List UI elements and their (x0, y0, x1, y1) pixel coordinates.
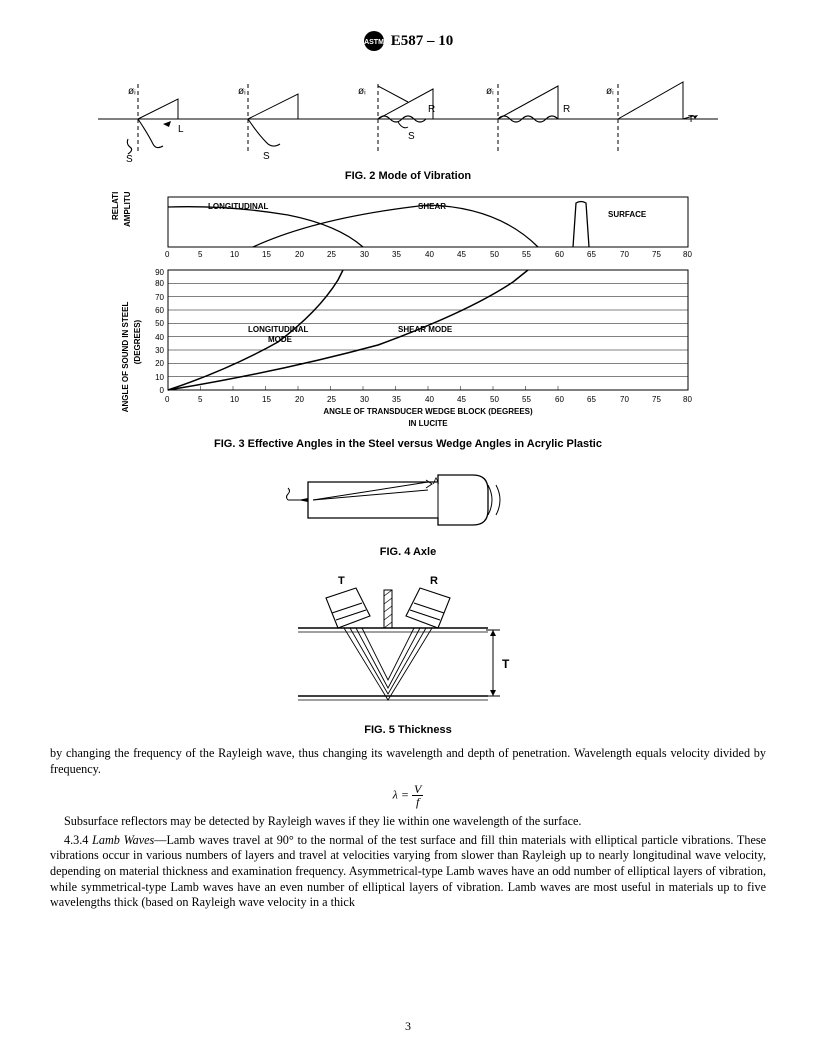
svg-text:55: 55 (522, 250, 531, 259)
svg-text:15: 15 (262, 250, 271, 259)
svg-text:80: 80 (155, 279, 164, 288)
svg-text:T: T (502, 657, 510, 671)
svg-text:60: 60 (155, 306, 164, 315)
svg-text:S: S (263, 151, 270, 162)
svg-text:20: 20 (295, 250, 304, 259)
fig2-diagram: øᵢ L S øᵢ S øᵢ R S øᵢ R øᵢ T (98, 64, 718, 164)
svg-text:S: S (126, 154, 133, 164)
section-body: —Lamb waves travel at 90° to the normal … (50, 833, 766, 909)
svg-text:øᵢ: øᵢ (238, 86, 246, 97)
svg-text:30: 30 (360, 395, 369, 404)
svg-text:20: 20 (155, 359, 164, 368)
svg-text:30: 30 (360, 250, 369, 259)
para-3: 4.3.4 Lamb Waves—Lamb waves travel at 90… (50, 833, 766, 911)
svg-text:75: 75 (652, 395, 661, 404)
svg-text:45: 45 (457, 395, 466, 404)
equation: λ = Vf (50, 783, 766, 808)
svg-text:R: R (563, 104, 570, 115)
svg-text:80: 80 (683, 395, 692, 404)
fig4-diagram: A (278, 460, 538, 540)
svg-text:R: R (430, 575, 438, 587)
svg-text:55: 55 (522, 395, 531, 404)
astm-logo-icon: ASTM (363, 30, 385, 52)
document-header: ASTM E587 – 10 (50, 30, 766, 52)
svg-text:LONGITUDINAL: LONGITUDINAL (248, 325, 309, 334)
svg-text:75: 75 (652, 250, 661, 259)
svg-text:L: L (178, 124, 184, 135)
svg-text:65: 65 (587, 395, 596, 404)
svg-text:SHEAR MODE: SHEAR MODE (398, 325, 453, 334)
svg-text:25: 25 (327, 395, 336, 404)
svg-text:60: 60 (555, 395, 564, 404)
svg-text:40: 40 (155, 333, 164, 342)
eq-equals: = (398, 787, 412, 801)
para-1: by changing the frequency of the Rayleig… (50, 746, 766, 777)
svg-text:MODE: MODE (268, 335, 293, 344)
svg-text:øᵢ: øᵢ (358, 86, 366, 97)
section-title: Lamb Waves (92, 833, 154, 847)
svg-text:0: 0 (165, 250, 170, 259)
body-text: by changing the frequency of the Rayleig… (50, 746, 766, 911)
eq-denominator: f (412, 796, 423, 808)
svg-text:øᵢ: øᵢ (606, 86, 614, 97)
svg-text:ASTM: ASTM (364, 39, 384, 46)
svg-text:10: 10 (230, 250, 239, 259)
svg-text:A: A (433, 476, 439, 486)
svg-text:øᵢ: øᵢ (128, 86, 136, 97)
svg-text:35: 35 (392, 250, 401, 259)
page-number: 3 (0, 1019, 816, 1034)
svg-text:30: 30 (155, 346, 164, 355)
svg-text:50: 50 (490, 395, 499, 404)
para-2: Subsurface reflectors may be detected by… (50, 814, 766, 830)
fig3-chart: LONGITUDINAL SHEAR SURFACE 0 5 10 15 20 25 30… (98, 192, 718, 432)
svg-text:T: T (688, 114, 694, 125)
svg-text:50: 50 (155, 319, 164, 328)
svg-text:SURFACE: SURFACE (608, 210, 647, 219)
svg-text:35: 35 (392, 395, 401, 404)
svg-text:70: 70 (620, 395, 629, 404)
svg-text:AMPLITUDE: AMPLITUDE (123, 192, 132, 227)
fig5-diagram: T R T (288, 568, 528, 718)
svg-text:40: 40 (425, 250, 434, 259)
svg-text:5: 5 (198, 395, 203, 404)
fig5-caption: FIG. 5 Thickness (50, 724, 766, 736)
svg-text:65: 65 (587, 250, 596, 259)
svg-text:IN LUCITE: IN LUCITE (408, 419, 448, 428)
svg-text:0: 0 (165, 395, 170, 404)
fig3-caption: FIG. 3 Effective Angles in the Steel ver… (50, 438, 766, 450)
svg-text:25: 25 (327, 250, 336, 259)
svg-text:90: 90 (155, 268, 164, 277)
fig2-caption: FIG. 2 Mode of Vibration (50, 170, 766, 182)
section-number: 4.3.4 (64, 833, 92, 847)
svg-text:70: 70 (620, 250, 629, 259)
svg-text:10: 10 (230, 395, 239, 404)
svg-text:45: 45 (457, 250, 466, 259)
svg-text:R: R (428, 104, 435, 115)
svg-text:(DEGREES): (DEGREES) (133, 319, 142, 364)
svg-text:øᵢ: øᵢ (486, 86, 494, 97)
svg-text:SHEAR: SHEAR (418, 202, 446, 211)
svg-text:0: 0 (160, 386, 165, 395)
svg-text:ANGLE OF SOUND IN STEEL: ANGLE OF SOUND IN STEEL (121, 302, 130, 413)
svg-text:T: T (338, 575, 345, 587)
svg-text:ANGLE OF TRANSDUCER WEDGE BLOC: ANGLE OF TRANSDUCER WEDGE BLOCK (DEGREES… (323, 407, 533, 416)
svg-text:70: 70 (155, 293, 164, 302)
fig4-caption: FIG. 4 Axle (50, 546, 766, 558)
svg-text:50: 50 (490, 250, 499, 259)
svg-text:60: 60 (555, 250, 564, 259)
svg-text:LONGITUDINAL: LONGITUDINAL (208, 202, 269, 211)
svg-text:S: S (408, 131, 415, 142)
svg-text:10: 10 (155, 373, 164, 382)
svg-text:RELATIVE: RELATIVE (111, 192, 120, 220)
svg-text:40: 40 (425, 395, 434, 404)
svg-text:15: 15 (262, 395, 271, 404)
svg-text:20: 20 (295, 395, 304, 404)
document-designation: E587 – 10 (391, 33, 454, 50)
svg-text:5: 5 (198, 250, 203, 259)
svg-text:80: 80 (683, 250, 692, 259)
